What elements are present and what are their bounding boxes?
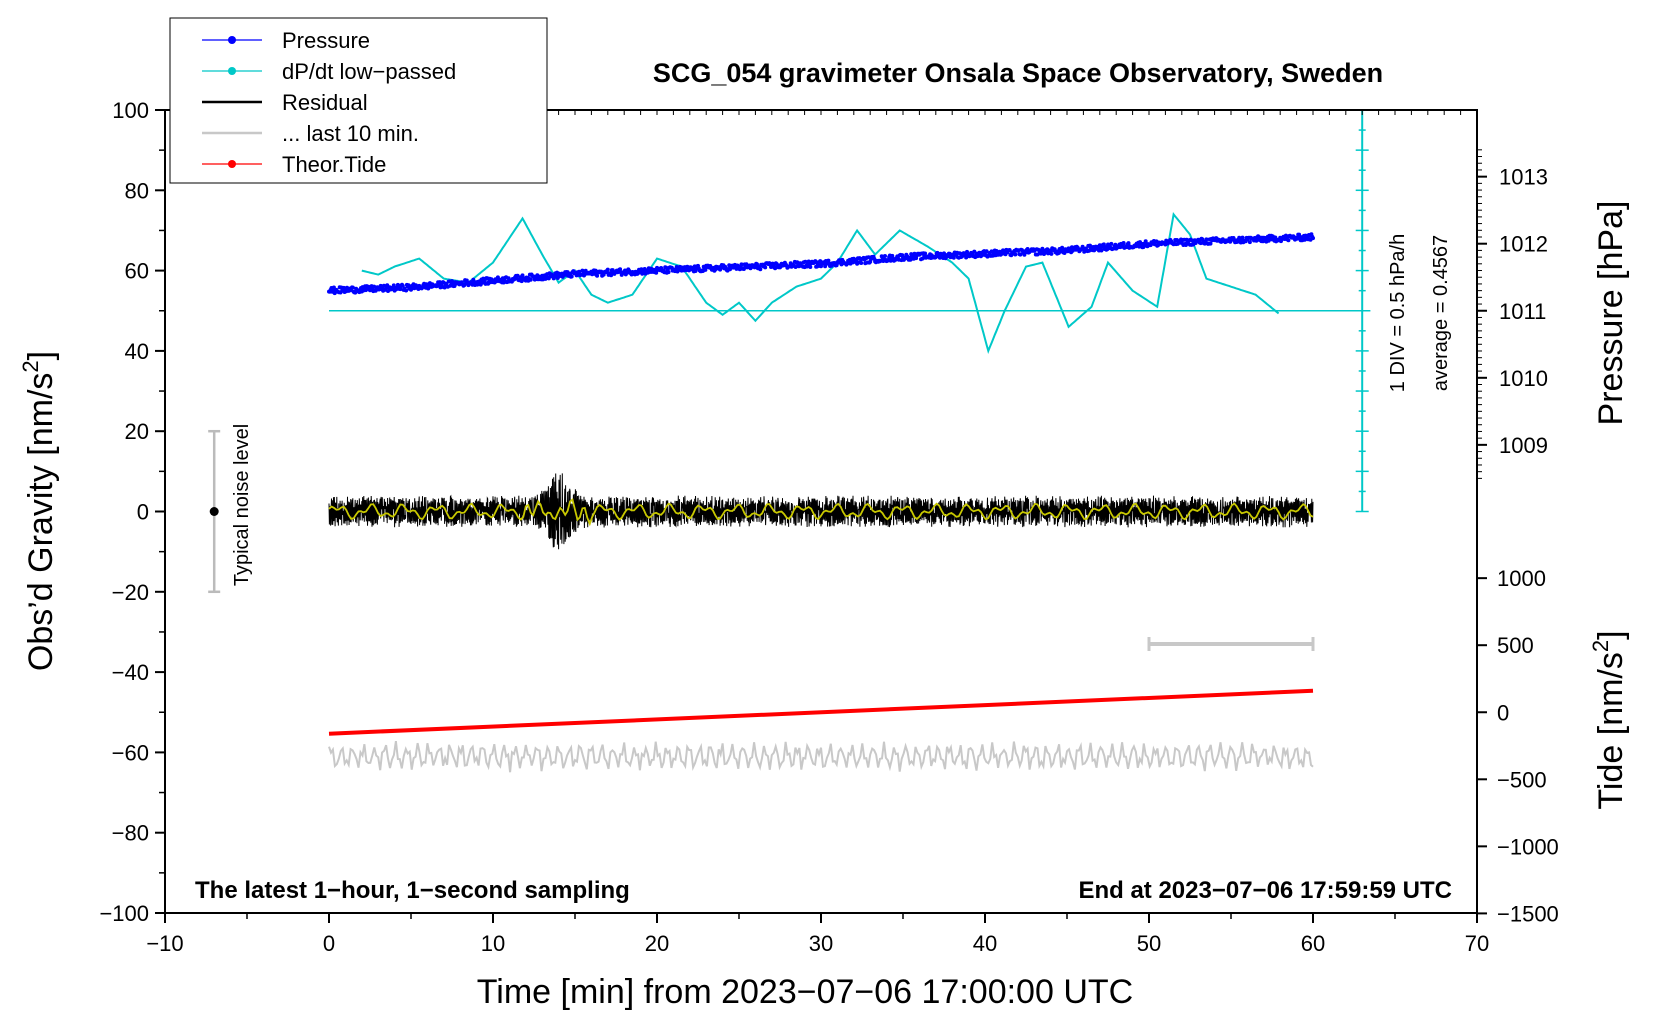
tide-tick-label: −500 (1497, 767, 1547, 792)
x-tick-label: 30 (809, 931, 833, 956)
x-tick-label: 20 (645, 931, 669, 956)
legend: Pressure dP/dt low−passed Residual ... last… (169, 17, 548, 184)
x-tick-label: −10 (146, 931, 183, 956)
axis-layer: −10 0 10 20 30 40 50 60 70100806040200−20−40−60−… (99, 98, 1558, 956)
bottom-right-note: End at 2023−07−06 17:59:59 UTC (1078, 877, 1452, 904)
y-axis-title-gravity-main: Obs’d Gravity [nm/s (22, 373, 60, 672)
bottom-left-note: The latest 1−hour, 1−second sampling (195, 877, 630, 904)
pressure-tick-label: 1009 (1499, 433, 1548, 458)
legend-marker (228, 36, 236, 44)
x-tick-label: 0 (323, 931, 335, 956)
y-axis-title-tide: Tide [nm/s2] (1588, 630, 1630, 809)
y-axis-title-tide-sup: 2 (1588, 640, 1613, 652)
x-tick-label: 50 (1137, 931, 1161, 956)
y-axis-title-tide-main: Tide [nm/s (1592, 652, 1630, 809)
noise-level-dot (209, 507, 219, 516)
x-tick-label: 40 (973, 931, 997, 956)
legend-marker (228, 67, 236, 75)
y-tick-label: −100 (99, 901, 149, 926)
pressure-tick-label: 1010 (1499, 366, 1548, 391)
series-residual (328, 473, 1314, 550)
y-tick-label: −40 (112, 660, 149, 685)
y-tick-label: 0 (137, 500, 149, 525)
scale-div-label: 1 DIV = 0.5 hPa/h (1387, 234, 1409, 392)
y-tick-label: −60 (112, 740, 149, 765)
y-tick-label: 20 (125, 419, 149, 444)
pressure-tick-label: 1011 (1499, 299, 1546, 324)
series-residual-smoothed (328, 498, 1314, 527)
x-axis-title: Time [min] from 2023−07−06 17:00:00 UTC (477, 973, 1133, 1011)
average-label: average = 0.4567 (1430, 235, 1452, 391)
series-pressure (327, 232, 1316, 296)
legend-label: Pressure (282, 28, 370, 53)
y-tick-label: −80 (112, 821, 149, 846)
y-tick-label: 60 (125, 259, 149, 284)
legend-box (169, 17, 548, 184)
legend-label: Theor.Tide (282, 152, 386, 177)
y-axis-title-gravity-sup: 2 (18, 360, 43, 372)
y-axis-title-tide-end: ] (1592, 630, 1630, 639)
tide-tick-label: 0 (1497, 700, 1509, 725)
noise-level-label: Typical noise level (231, 424, 253, 586)
tide-tick-label: −1500 (1497, 901, 1559, 926)
legend-marker (228, 160, 236, 168)
legend-label: Residual (282, 90, 368, 115)
x-tick-label: 70 (1465, 931, 1489, 956)
legend-label: dP/dt low−passed (282, 59, 456, 84)
data-layer (208, 109, 1371, 773)
legend-label: ... last 10 min. (282, 121, 419, 146)
y-tick-label: 40 (125, 339, 149, 364)
legend-items: Pressure dP/dt low−passed Residual ... last… (202, 28, 456, 177)
y-axis-title-gravity-end: ] (22, 351, 60, 360)
series-dpdt (361, 212, 1280, 354)
series-theor-tide (328, 688, 1314, 736)
series-last10 (328, 740, 1314, 773)
y-tick-label: 80 (125, 178, 149, 203)
y-axis-title-pressure: Pressure [hPa] (1592, 201, 1630, 426)
y-axis-title-gravity: Obs’d Gravity [nm/s2] (18, 351, 60, 671)
pressure-tick-label: 1013 (1499, 165, 1548, 190)
x-tick-label: 60 (1301, 931, 1325, 956)
pressure-tick-label: 1012 (1499, 232, 1548, 257)
chart-title: SCG_054 gravimeter Onsala Space Observat… (653, 58, 1383, 88)
tide-tick-label: 500 (1497, 633, 1534, 658)
tide-tick-label: 1000 (1497, 566, 1546, 591)
y-tick-label: 100 (112, 98, 149, 123)
x-tick-label: 10 (481, 931, 505, 956)
tide-tick-label: −1000 (1497, 834, 1559, 859)
y-tick-label: −20 (112, 580, 149, 605)
